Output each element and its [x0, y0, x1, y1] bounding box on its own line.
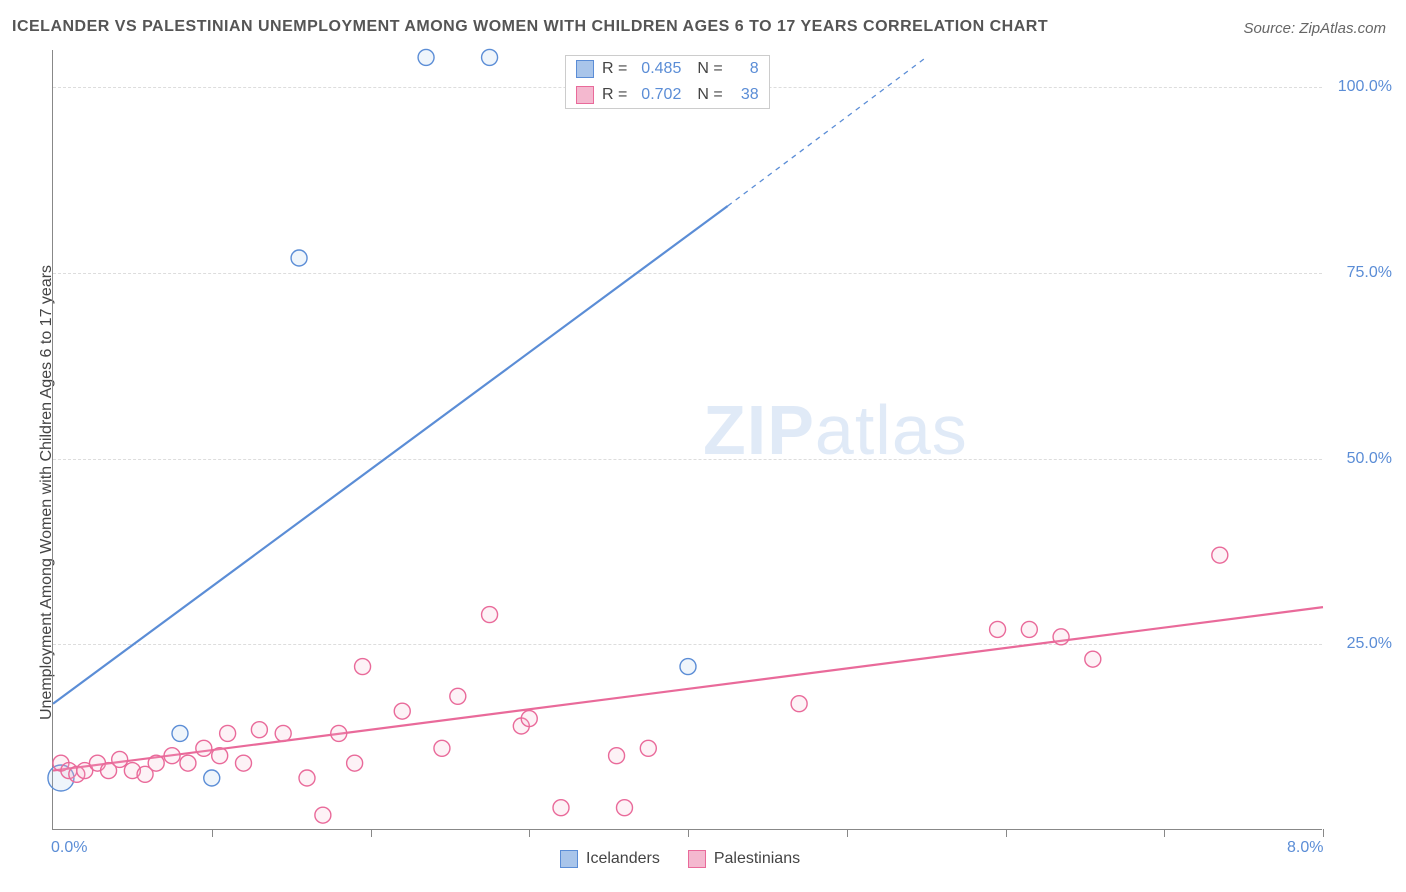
data-point [482, 49, 498, 65]
data-point [450, 688, 466, 704]
n-label: N = [697, 60, 722, 78]
data-point [355, 659, 371, 675]
x-tick-mark [1006, 829, 1007, 837]
x-tick-mark [212, 829, 213, 837]
y-tick-label: 50.0% [1347, 450, 1392, 468]
data-point [1085, 651, 1101, 667]
source-attribution: Source: ZipAtlas.com [1243, 20, 1386, 37]
n-value: 8 [731, 60, 759, 78]
data-point [212, 748, 228, 764]
stats-row: R = 0.702 N = 38 [566, 82, 769, 108]
x-tick-label: 8.0% [1287, 839, 1323, 857]
data-point [521, 711, 537, 727]
data-point [331, 725, 347, 741]
data-point [640, 740, 656, 756]
data-point [1021, 621, 1037, 637]
x-tick-mark [1323, 829, 1324, 837]
stats-legend-box: R = 0.485 N = 8 R = 0.702 N = 38 [565, 55, 770, 109]
stats-row: R = 0.485 N = 8 [566, 56, 769, 82]
r-label: R = [602, 86, 627, 104]
y-tick-label: 100.0% [1338, 78, 1392, 96]
data-point [434, 740, 450, 756]
data-point [204, 770, 220, 786]
data-point [347, 755, 363, 771]
data-point [112, 751, 128, 767]
x-tick-mark [1164, 829, 1165, 837]
x-tick-mark [688, 829, 689, 837]
data-point [1053, 629, 1069, 645]
trend-line [53, 206, 728, 704]
data-point [251, 722, 267, 738]
data-point [1212, 547, 1228, 563]
x-tick-mark [847, 829, 848, 837]
r-value: 0.702 [635, 86, 681, 104]
chart-svg [53, 50, 1323, 830]
data-point [148, 755, 164, 771]
data-point [394, 703, 410, 719]
n-value: 38 [731, 86, 759, 104]
data-point [553, 800, 569, 816]
data-point [299, 770, 315, 786]
data-point [482, 607, 498, 623]
data-point [609, 748, 625, 764]
trend-line [53, 607, 1323, 770]
x-tick-label: 0.0% [51, 839, 87, 857]
data-point [617, 800, 633, 816]
legend-item: Palestinians [688, 850, 800, 868]
data-point [791, 696, 807, 712]
data-point [164, 748, 180, 764]
legend-item: Icelanders [560, 850, 660, 868]
legend-swatch [560, 850, 578, 868]
data-point [315, 807, 331, 823]
x-tick-mark [529, 829, 530, 837]
chart-title: ICELANDER VS PALESTINIAN UNEMPLOYMENT AM… [12, 18, 1048, 36]
data-point [180, 755, 196, 771]
legend-label: Palestinians [714, 850, 800, 868]
bottom-legend: Icelanders Palestinians [560, 850, 800, 868]
y-tick-label: 25.0% [1347, 635, 1392, 653]
r-value: 0.485 [635, 60, 681, 78]
data-point [680, 659, 696, 675]
x-tick-mark [371, 829, 372, 837]
data-point [291, 250, 307, 266]
data-point [418, 49, 434, 65]
data-point [236, 755, 252, 771]
legend-swatch [688, 850, 706, 868]
data-point [990, 621, 1006, 637]
y-tick-label: 75.0% [1347, 264, 1392, 282]
r-label: R = [602, 60, 627, 78]
legend-swatch [576, 86, 594, 104]
data-point [220, 725, 236, 741]
data-point [196, 740, 212, 756]
legend-swatch [576, 60, 594, 78]
data-point [172, 725, 188, 741]
plot-area: ZIPatlas 25.0%50.0%75.0%100.0% 0.0%8.0% … [52, 50, 1322, 830]
n-label: N = [697, 86, 722, 104]
legend-label: Icelanders [586, 850, 660, 868]
data-point [275, 725, 291, 741]
